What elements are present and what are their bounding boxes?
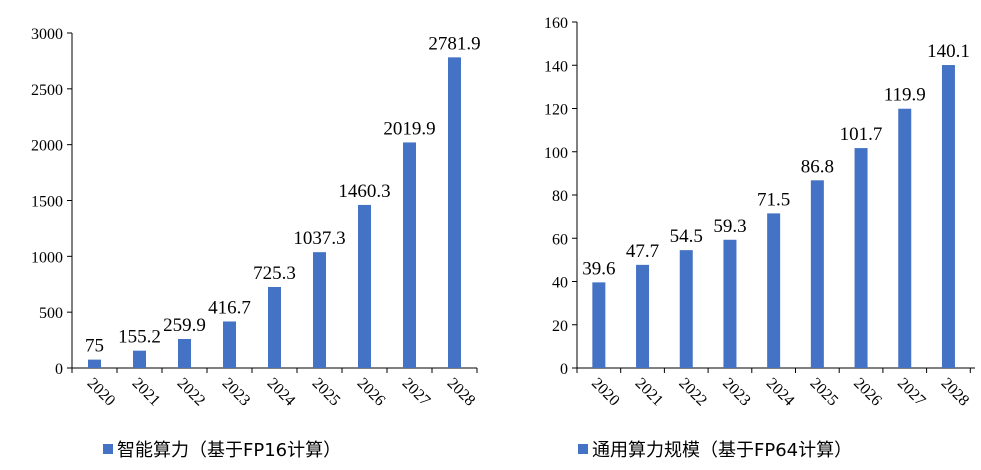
left-x-tick-label-2021: 2021 (129, 375, 164, 410)
right-x-tick-label-2021: 2021 (632, 375, 667, 410)
right-data-label-2021: 47.7 (626, 241, 659, 262)
right-bar-2023 (723, 239, 737, 368)
left-bar-2021 (133, 350, 146, 368)
left-y-tick-label: 1000 (31, 249, 63, 266)
left-y-tick-label: 3000 (31, 26, 63, 43)
left-x-tick-label-2024: 2024 (264, 375, 299, 410)
left-bar-2027 (403, 142, 416, 368)
right-bar-2022 (679, 250, 693, 368)
left-data-label-2022: 259.9 (163, 315, 206, 336)
right-data-label-2028: 140.1 (927, 41, 970, 62)
right-y-tick-label: 100 (544, 145, 568, 162)
right-x-tick-label-2022: 2022 (675, 375, 710, 410)
right-data-label-2027: 119.9 (884, 85, 926, 106)
left-bar-2024 (268, 287, 281, 368)
left-x-tick-label-2027: 2027 (399, 375, 434, 410)
right-x-tick-label-2025: 2025 (807, 375, 842, 410)
right-bar-2024 (767, 213, 781, 368)
left-data-label-2026: 1460.3 (338, 181, 390, 202)
right-x-tick-label-2027: 2027 (894, 375, 929, 410)
right-y-tick-label: 120 (544, 102, 568, 119)
left-y-tick-label: 2500 (31, 82, 63, 99)
chart-left-intelligent-compute: 0 500 1000 1500 2000 2500 3000 75 2020 155.2 2021 2… (31, 26, 481, 409)
right-bar-2028 (941, 65, 955, 368)
right-data-label-2024: 71.5 (757, 189, 790, 210)
left-bar-2028 (448, 57, 461, 369)
legend-right-swatch (578, 444, 588, 454)
left-data-label-2024: 725.3 (253, 263, 296, 284)
left-y-tick-label: 500 (39, 305, 63, 322)
right-x-tick-label-2028: 2028 (938, 375, 973, 410)
right-x-tick-label-2020: 2020 (588, 375, 623, 410)
left-x-tick-label-2025: 2025 (309, 375, 344, 410)
right-x-tick-label-2023: 2023 (719, 375, 754, 410)
chart-right-general-compute: 0 20 40 60 80 100 120 140 160 39.6 2020 47.7 2021 54.… (544, 15, 975, 409)
left-bar-2025 (313, 252, 326, 368)
right-data-label-2020: 39.6 (582, 258, 615, 279)
right-data-label-2023: 59.3 (713, 216, 746, 237)
left-x-tick-label-2020: 2020 (84, 375, 119, 410)
right-y-tick-label: 0 (560, 361, 568, 378)
right-y-tick-label: 60 (552, 231, 568, 248)
right-y-tick-label: 80 (552, 188, 568, 205)
left-data-label-2020: 75 (85, 336, 104, 357)
left-data-label-2027: 2019.9 (383, 118, 435, 139)
right-data-label-2022: 54.5 (670, 226, 703, 247)
legend-left: 智能算力（基于FP16计算） (103, 436, 341, 462)
left-bar-2026 (358, 204, 371, 368)
left-bar-2023 (223, 321, 236, 368)
right-bar-2025 (810, 180, 824, 368)
right-x-tick-label-2024: 2024 (763, 375, 798, 410)
legend-left-swatch (103, 444, 113, 454)
right-y-tick-label: 140 (544, 58, 568, 75)
right-bar-2027 (898, 108, 912, 368)
left-data-label-2021: 155.2 (118, 327, 161, 348)
legend-right-label: 通用算力规模（基于FP64计算） (592, 440, 853, 461)
right-bar-2021 (636, 264, 650, 368)
right-data-label-2025: 86.8 (801, 156, 834, 177)
left-x-tick-label-2022: 2022 (174, 375, 209, 410)
left-y-tick-label: 1500 (31, 194, 63, 211)
right-bar-2020 (592, 282, 606, 368)
left-x-tick-label-2023: 2023 (219, 375, 254, 410)
left-bar-2022 (178, 338, 191, 368)
left-y-tick-label: 2000 (31, 138, 63, 155)
legend-left-label: 智能算力（基于FP16计算） (117, 440, 342, 461)
legend-right: 通用算力规模（基于FP64计算） (578, 436, 852, 462)
right-data-label-2026: 101.7 (840, 124, 883, 145)
right-x-tick-label-2026: 2026 (850, 375, 885, 410)
left-data-label-2023: 416.7 (208, 297, 251, 318)
left-x-tick-label-2028: 2028 (444, 375, 479, 410)
left-x-tick-label-2026: 2026 (354, 375, 389, 410)
left-data-label-2025: 1037.3 (293, 228, 345, 249)
right-y-tick-label: 40 (552, 275, 568, 292)
right-bar-2026 (854, 148, 868, 368)
left-y-tick-label: 0 (55, 361, 63, 378)
right-y-tick-label: 160 (544, 15, 568, 32)
right-y-tick-label: 20 (552, 318, 568, 335)
left-data-label-2028: 2781.9 (428, 33, 480, 54)
left-bar-2020 (88, 359, 101, 368)
